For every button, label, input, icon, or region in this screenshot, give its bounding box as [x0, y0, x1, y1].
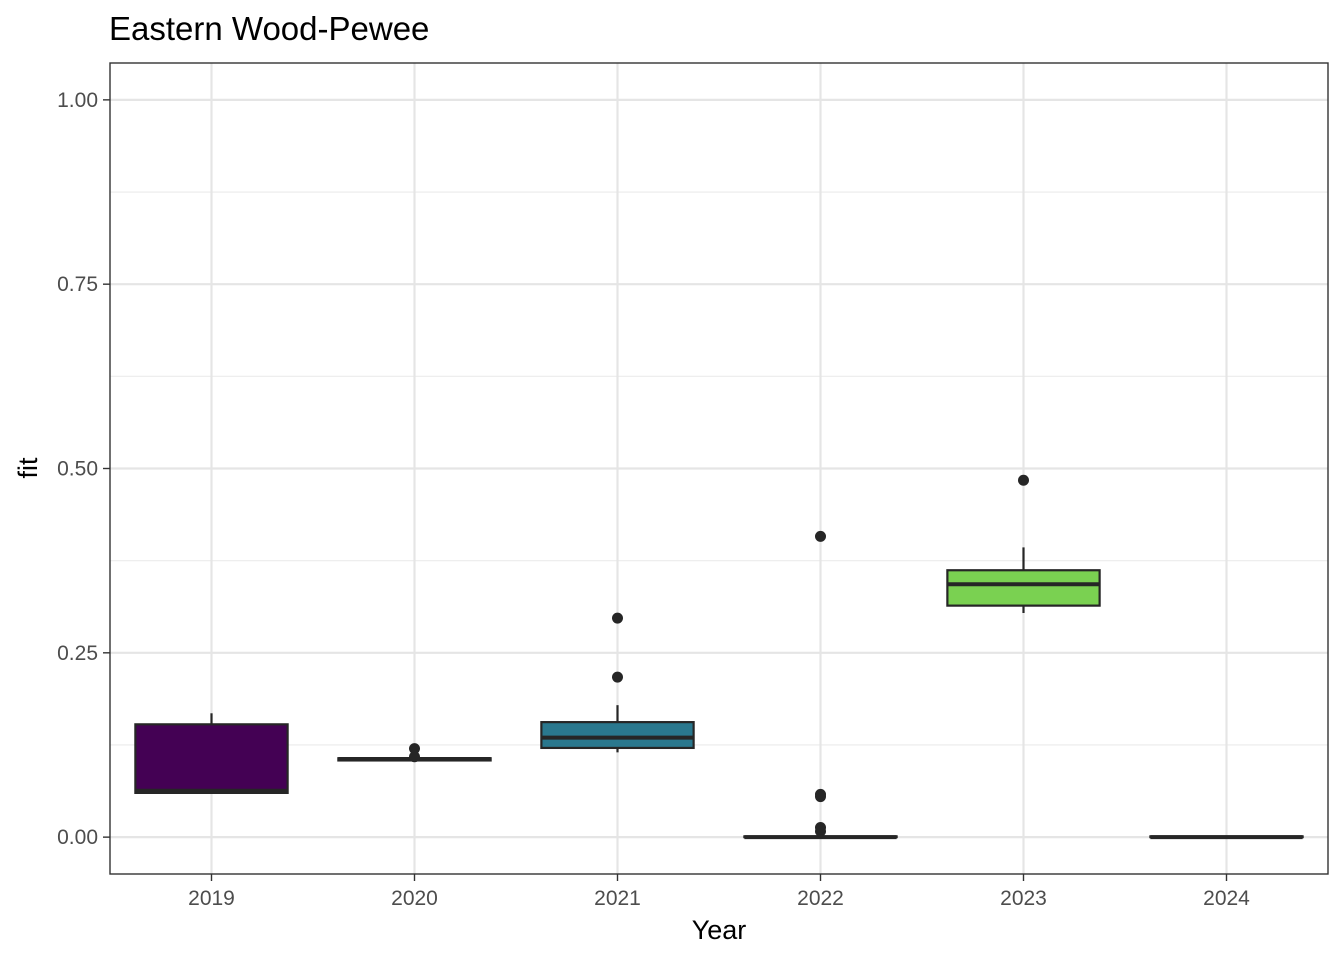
box-2021 [540, 612, 695, 753]
x-tick-label: 2020 [391, 887, 438, 910]
outlier-point [612, 671, 623, 683]
box-2022 [743, 530, 898, 840]
outlier-point [815, 788, 826, 800]
x-tick-label: 2019 [188, 887, 235, 910]
box-iqr [134, 723, 289, 794]
y-tick-label: 0.00 [57, 826, 98, 849]
outlier-point [612, 612, 623, 624]
outlier-point [409, 751, 420, 763]
box-2020 [337, 743, 492, 763]
y-tick-label: 0.50 [57, 458, 98, 481]
box-iqr [540, 721, 695, 750]
x-tick-label: 2022 [797, 887, 844, 910]
boxes-layer [134, 474, 1304, 840]
x-tick-label: 2024 [1203, 887, 1250, 910]
x-tick-label: 2021 [594, 887, 641, 910]
box-2024 [1149, 835, 1304, 840]
y-tick-label: 1.00 [57, 89, 98, 112]
box-2019 [134, 713, 289, 794]
x-axis: 2019 2020 2021 2022 2023 2024 [188, 874, 1250, 910]
y-axis-title: fit [13, 457, 43, 479]
box-2023 [946, 474, 1101, 614]
outlier-point [1018, 474, 1029, 486]
outlier-point [815, 822, 826, 834]
chart-title: Eastern Wood-Pewee [109, 10, 429, 47]
x-axis-title: Year [692, 915, 747, 945]
x-tick-label: 2023 [1000, 887, 1047, 910]
box-iqr [946, 569, 1101, 607]
y-tick-label: 0.75 [57, 273, 98, 296]
y-tick-label: 0.25 [57, 642, 98, 665]
y-axis: 0.00 0.25 0.50 0.75 1.00 [57, 89, 110, 849]
outlier-point [409, 743, 420, 755]
minor-gridlines [110, 191, 1328, 746]
outlier-point [815, 530, 826, 542]
